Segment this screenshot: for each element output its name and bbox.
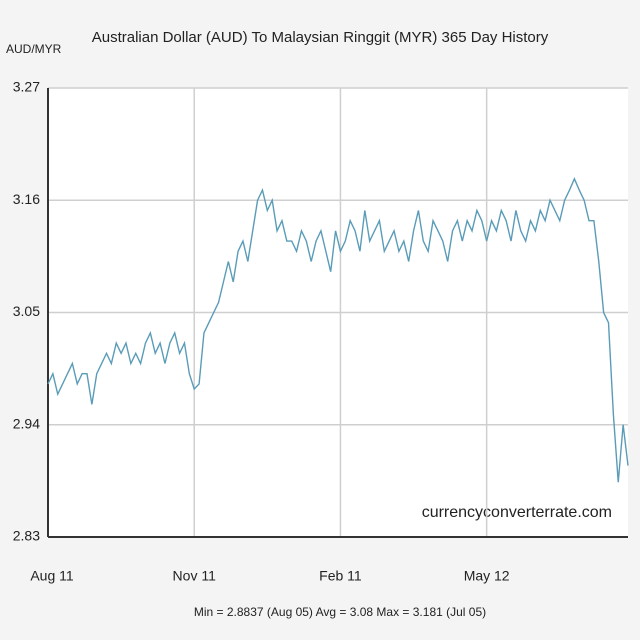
y-tick-label: 2.83: [13, 528, 40, 544]
x-tick-label: May 12: [464, 568, 510, 584]
summary: Min = 2.8837 (Aug 05) Avg = 3.08 Max = 3…: [194, 605, 486, 619]
y-tick-label: 3.05: [13, 303, 40, 319]
y-tick-label: 3.27: [13, 79, 40, 95]
y-tick-label: 2.94: [13, 415, 40, 431]
y-axis-label: AUD/MYR: [6, 42, 62, 56]
watermark: currencyconverterrate.com: [422, 504, 612, 521]
y-tick-label: 3.16: [13, 191, 40, 207]
x-tick-label: Nov 11: [173, 568, 217, 584]
x-tick-label: Aug 11: [30, 568, 74, 584]
chart-title: Australian Dollar (AUD) To Malaysian Rin…: [92, 29, 549, 46]
x-tick-label: Feb 11: [319, 568, 362, 584]
line-series: [47, 177, 629, 483]
